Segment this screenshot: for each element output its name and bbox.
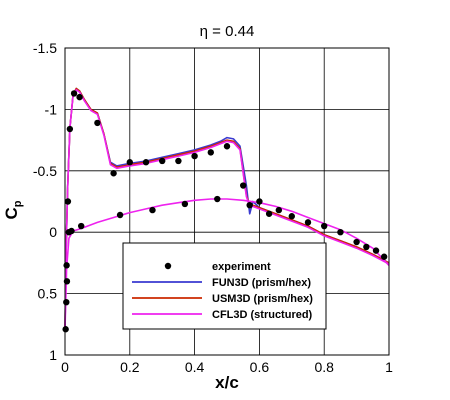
y-axis-label: Cp	[2, 200, 24, 219]
experiment-point	[62, 326, 69, 333]
series-line-2	[64, 87, 390, 330]
experiment-point	[175, 157, 182, 165]
x-axis-label: x/c	[215, 373, 239, 392]
experiment-point	[126, 159, 133, 166]
y-tick-label: -0.5	[33, 163, 57, 179]
y-axis-label-subscript: p	[12, 200, 24, 207]
experiment-point	[321, 222, 328, 230]
y-tick-label: -1.5	[33, 40, 57, 56]
legend-label: experiment	[212, 261, 271, 273]
legend-label: CFL3D (structured)	[212, 309, 313, 321]
experiment-point	[191, 152, 198, 160]
experiment-point	[66, 125, 74, 133]
series-line-3	[64, 89, 390, 330]
experiment-point	[353, 238, 360, 246]
legend-marker	[164, 262, 172, 270]
experiment-point	[240, 182, 247, 189]
experiment-point	[288, 213, 295, 220]
x-tick-label: 0.4	[185, 359, 205, 375]
experiment-point	[181, 200, 189, 208]
experiment-point	[159, 157, 166, 165]
experiment-point	[265, 210, 273, 217]
experiment-point	[304, 219, 312, 226]
x-tick-label: 0.6	[250, 359, 270, 375]
y-tick-label: 0	[49, 224, 57, 240]
chart-title: η = 0.44	[200, 23, 255, 40]
experiment-point	[70, 90, 78, 97]
y-tick-label: 1	[49, 347, 57, 363]
x-tick-label: 0	[61, 359, 69, 375]
experiment-point	[116, 211, 124, 219]
experiment-point	[149, 206, 156, 214]
plot-frame	[64, 47, 390, 356]
experiment-point	[337, 229, 344, 236]
experiment-point	[372, 247, 380, 254]
experiment-point	[223, 143, 231, 150]
y-axis-label-main: C	[2, 207, 21, 219]
experiment-point	[363, 243, 370, 251]
x-axis-ticks: 0 0.2 0.4 0.6 0.8 1	[61, 359, 393, 375]
x-tick-label: 0.8	[314, 359, 334, 375]
experiment-point	[110, 170, 117, 177]
experiment-point	[78, 222, 85, 230]
y-tick-label: 0.5	[38, 286, 58, 302]
experiment-point	[246, 201, 253, 209]
x-tick-label: 1	[385, 359, 393, 375]
legend-label: FUN3D (prism/hex)	[212, 277, 311, 289]
experiment-point	[207, 149, 214, 156]
y-tick-label: -1	[45, 101, 58, 117]
experiment-point	[380, 253, 388, 260]
experiment-point	[94, 119, 101, 127]
x-tick-label: 0.2	[120, 359, 140, 375]
experiment-point	[256, 198, 263, 205]
experiment-point	[275, 206, 283, 214]
experiment-point	[64, 198, 72, 205]
legend: experiment FUN3D (prism/hex) USM3D (prism/…	[122, 242, 327, 330]
experiment-point	[63, 262, 70, 269]
experiment-point	[63, 298, 70, 306]
legend-label: USM3D (prism/hex)	[212, 293, 313, 305]
y-axis-ticks: -1.5 -1 -0.5 0 0.5 1	[33, 40, 57, 363]
experiment-point	[214, 195, 221, 203]
experiment-point	[76, 93, 83, 101]
experiment-point	[142, 159, 150, 166]
experiment-point	[68, 227, 75, 235]
